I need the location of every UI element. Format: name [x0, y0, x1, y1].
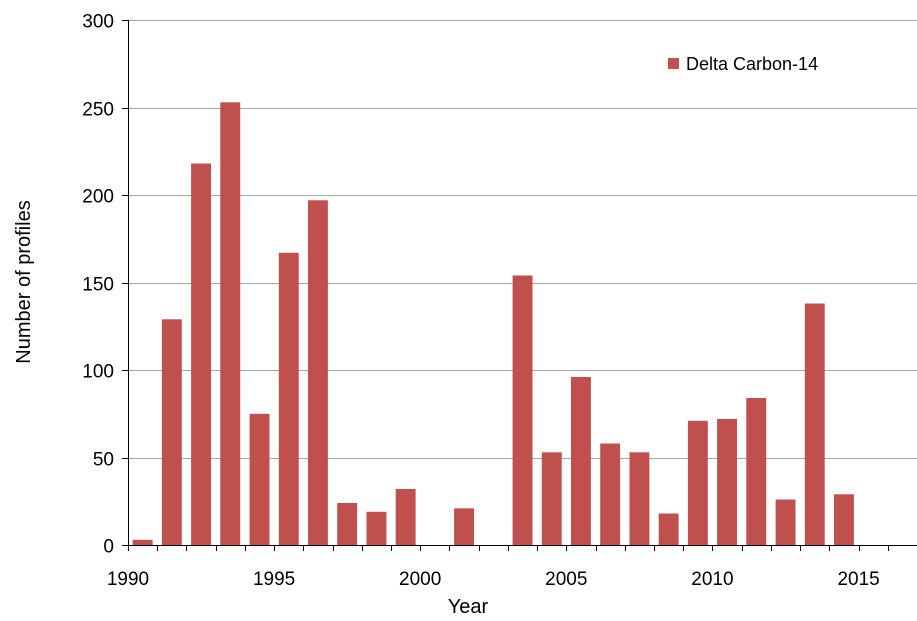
bar-1993	[220, 102, 241, 546]
x-tick-labels: 1990 1995 2000 2005 2010 2015	[107, 569, 880, 590]
x-tick-label: 1990	[107, 569, 149, 590]
bar-2010	[717, 419, 737, 545]
bar-1997	[337, 503, 358, 545]
y-tick-label: 0	[103, 537, 114, 558]
y-axis-title: Number of profiles	[13, 200, 35, 363]
legend-swatch	[668, 58, 679, 69]
bar-2005	[571, 377, 591, 545]
legend-label: Delta Carbon-14	[686, 54, 818, 74]
y-tick-label: 250	[82, 100, 114, 121]
x-axis-title: Year	[448, 596, 489, 618]
bar-2014	[834, 494, 854, 546]
y-tick-label: 100	[82, 362, 114, 383]
x-tick-label: 2005	[545, 569, 587, 590]
y-tick-label: 50	[93, 450, 114, 471]
y-tick-label: 200	[82, 187, 114, 208]
bar-1996	[308, 200, 328, 546]
bars	[132, 102, 854, 546]
axes	[122, 20, 917, 551]
bar-2012	[775, 499, 796, 545]
legend: Delta Carbon-14	[668, 54, 818, 74]
bar-2001	[454, 508, 474, 546]
x-tick-label: 1995	[253, 569, 295, 590]
x-tick-label: 2015	[837, 569, 879, 590]
bar-2011	[746, 398, 767, 545]
bar-2013	[804, 303, 825, 545]
bar-1999	[395, 489, 416, 545]
bar-1990	[132, 539, 153, 546]
y-tick-label: 300	[82, 12, 114, 33]
y-tick-label: 150	[82, 275, 114, 296]
bar-2009	[687, 420, 708, 546]
bar-2004	[541, 452, 562, 546]
bar-1991	[161, 319, 182, 546]
bar-1995	[278, 252, 299, 546]
bar-2003	[512, 275, 533, 545]
x-tick-label: 2000	[399, 569, 441, 590]
bar-2008	[658, 513, 679, 545]
y-tick-labels: 0 50 100 150 200 250 300	[82, 12, 114, 558]
bar-1998	[366, 511, 387, 546]
bar-1994	[249, 413, 270, 546]
bar-2006	[600, 443, 621, 545]
bar-2007	[629, 452, 650, 546]
x-tick-label: 2010	[691, 569, 733, 590]
bar-1992	[191, 163, 211, 545]
